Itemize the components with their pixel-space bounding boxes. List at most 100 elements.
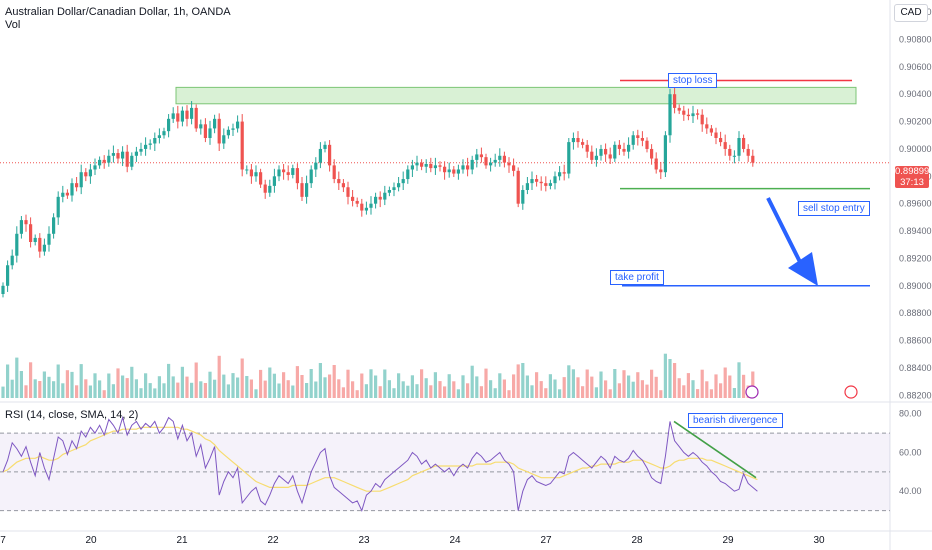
volume-bar — [433, 372, 437, 398]
candle-body — [208, 128, 212, 138]
candle-body — [544, 183, 548, 186]
candle-body — [291, 168, 295, 175]
volume-bar — [567, 365, 571, 398]
volume-bar — [323, 377, 327, 398]
volume-bar — [686, 373, 690, 398]
volume-bar — [249, 379, 253, 398]
volume-bar — [719, 383, 723, 398]
candle-body — [309, 169, 313, 184]
volume-bar — [650, 369, 654, 398]
candle-body — [121, 151, 125, 159]
candle-body — [263, 184, 267, 193]
candle-body — [512, 165, 516, 171]
candle-body — [663, 135, 667, 173]
candle-body — [576, 138, 580, 143]
volume-bar — [397, 373, 401, 398]
volume-bar — [194, 362, 198, 398]
candle-body — [42, 244, 46, 252]
candle-body — [387, 190, 391, 193]
volume-bar — [438, 381, 442, 398]
volume-bar — [157, 376, 161, 398]
price-tick-label: 0.89000 — [899, 281, 932, 291]
volume-label: Vol — [5, 19, 21, 31]
price-tick-label: 0.90800 — [899, 34, 932, 44]
candle-body — [162, 131, 166, 136]
candle-body — [392, 187, 396, 190]
candle-body — [397, 183, 401, 188]
volume-bar — [24, 385, 28, 398]
candle-body — [622, 148, 626, 152]
volume-bar — [79, 364, 83, 398]
volume-bar — [134, 379, 138, 398]
volume-bar — [751, 371, 755, 398]
resistance-zone — [175, 86, 857, 105]
candle-body — [636, 135, 640, 138]
event-icon — [745, 385, 759, 399]
candle-body — [479, 154, 483, 158]
volume-bar — [309, 369, 313, 398]
volume-bar — [328, 374, 332, 398]
candle-body — [134, 151, 138, 156]
volume-bar — [305, 383, 309, 398]
candle-body — [705, 124, 709, 129]
candle-body — [180, 110, 184, 122]
symbol-title: Australian Dollar/Canadian Dollar, 1h, O… — [5, 6, 231, 18]
candle-body — [84, 172, 88, 177]
volume-bar — [387, 380, 391, 398]
volume-bar — [466, 383, 470, 398]
volume-bar — [84, 379, 88, 398]
volume-bar — [222, 374, 226, 398]
candle-body — [236, 121, 240, 129]
currency-button[interactable]: CAD — [894, 4, 928, 22]
price-tick-label: 0.90000 — [899, 144, 932, 154]
volume-bar — [171, 376, 175, 398]
volume-bar — [199, 381, 203, 398]
volume-bar — [185, 376, 189, 398]
candle-body — [673, 94, 677, 108]
candle-body — [420, 162, 424, 167]
volume-bar — [346, 369, 350, 398]
volume-bar — [590, 376, 594, 398]
volume-bar — [452, 381, 456, 398]
candle-body — [360, 203, 364, 211]
volume-bar — [42, 371, 46, 398]
price-tick-label: 0.89400 — [899, 226, 932, 236]
candle-body — [654, 158, 658, 170]
volume-bar — [420, 369, 424, 398]
candle-body — [323, 144, 327, 149]
candle-body — [571, 138, 575, 143]
volume-bar — [558, 389, 562, 398]
candle-body — [305, 183, 309, 197]
divergence-trendline — [673, 420, 757, 479]
volume-bar — [56, 364, 60, 398]
candle-body — [553, 176, 557, 184]
volume-bar — [282, 372, 286, 398]
volume-bar — [512, 374, 516, 398]
candle-body — [507, 162, 511, 166]
bearish-divergence-label: bearish divergence — [688, 413, 783, 428]
candle-body — [484, 157, 488, 166]
volume-bar — [613, 369, 617, 398]
candle-body — [535, 179, 539, 182]
volume-bar — [176, 382, 180, 398]
candle-body — [19, 220, 23, 234]
volume-bar — [1, 386, 5, 398]
candle-body — [254, 172, 258, 177]
candle-body — [203, 124, 207, 138]
volume-bar — [10, 379, 14, 398]
volume-bar — [52, 381, 56, 398]
candle-body — [581, 142, 585, 145]
candle-body — [70, 183, 74, 196]
volume-bar — [732, 388, 736, 398]
candle-body — [328, 144, 332, 166]
candle-body — [746, 148, 750, 156]
candle-body — [277, 169, 281, 177]
volume-bar — [236, 377, 240, 398]
volume-bar — [392, 388, 396, 398]
volume-bar — [162, 383, 166, 398]
candle-body — [111, 153, 115, 156]
candle-body — [682, 110, 686, 115]
candle-body — [521, 190, 525, 204]
candle-body — [153, 138, 157, 144]
